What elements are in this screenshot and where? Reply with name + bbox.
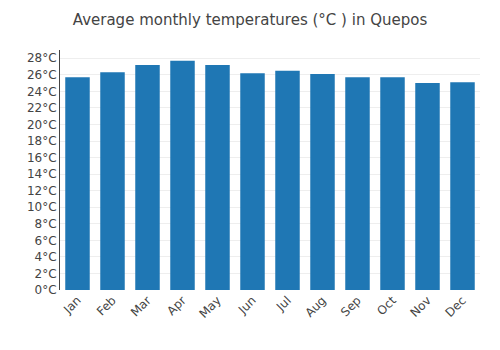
svg-text:18°C: 18°C [27,134,57,148]
svg-text:4°C: 4°C [35,250,57,264]
svg-text:12°C: 12°C [27,184,57,198]
svg-text:0°C: 0°C [35,283,57,297]
svg-text:2°C: 2°C [35,267,57,281]
svg-text:8°C: 8°C [35,217,57,231]
svg-text:Average monthly temperatures (: Average monthly temperatures (°C ) in Qu… [73,11,428,29]
svg-text:Jul: Jul [273,293,294,314]
svg-text:6°C: 6°C [35,234,57,248]
svg-text:14°C: 14°C [27,167,57,181]
svg-text:22°C: 22°C [27,101,57,115]
svg-text:Jun: Jun [235,293,259,317]
svg-text:Aug: Aug [302,293,328,319]
svg-text:Apr: Apr [164,293,189,318]
svg-text:20°C: 20°C [27,118,57,132]
svg-text:16°C: 16°C [27,151,57,165]
svg-text:28°C: 28°C [27,51,57,65]
svg-text:Dec: Dec [443,293,469,319]
svg-text:26°C: 26°C [27,68,57,82]
svg-text:Oct: Oct [374,293,399,318]
svg-text:Jan: Jan [60,293,84,317]
svg-text:Feb: Feb [94,293,119,318]
svg-text:Mar: Mar [128,293,154,319]
svg-text:Nov: Nov [407,293,433,319]
svg-text:24°C: 24°C [27,85,57,99]
svg-text:May: May [196,293,223,320]
svg-text:10°C: 10°C [27,200,57,214]
svg-text:Sep: Sep [338,293,364,319]
